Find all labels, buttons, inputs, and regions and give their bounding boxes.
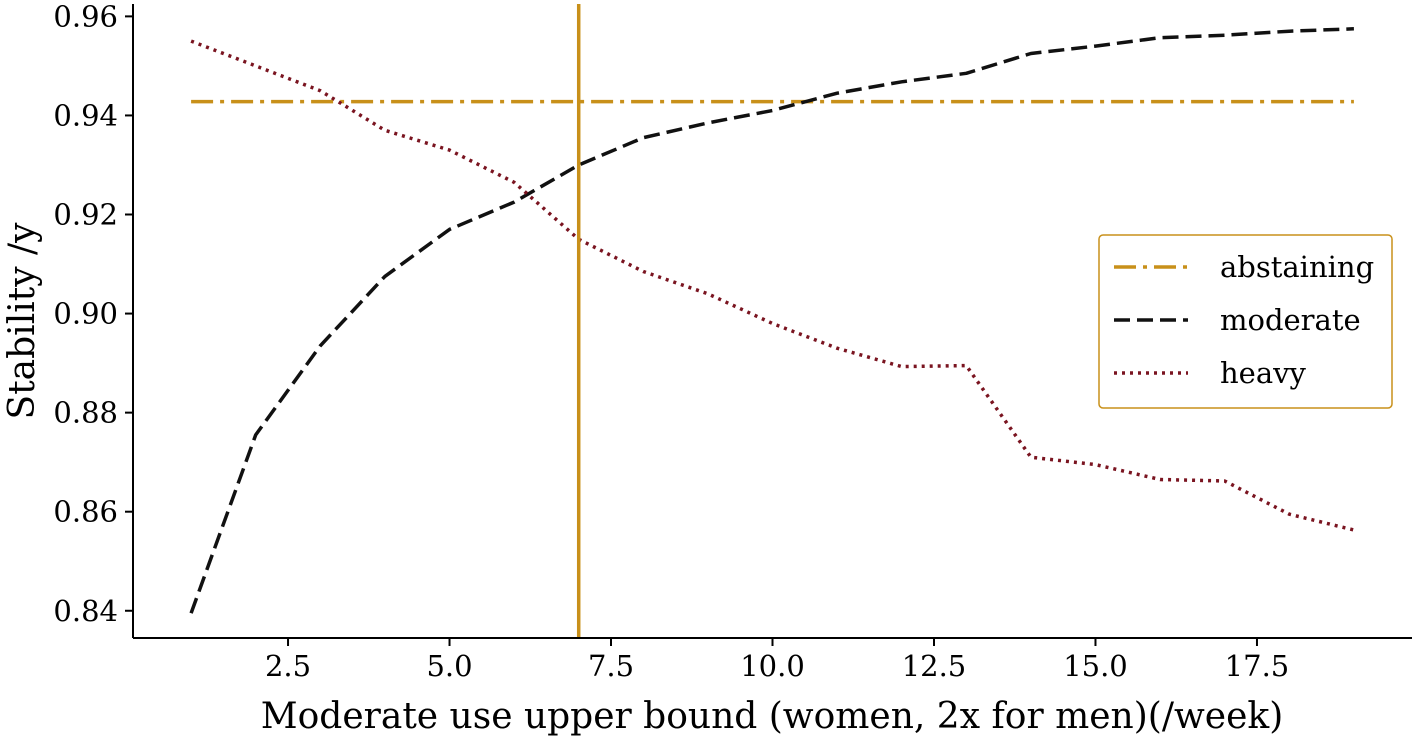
x-tick-label: 10.0 [740,649,805,683]
legend-box [1098,234,1393,409]
y-tick-label: 0.86 [53,495,118,529]
y-tick-label: 0.90 [53,297,118,331]
y-tick-label: 0.88 [53,396,118,430]
x-tick-label: 17.5 [1225,649,1290,683]
y-tick-label: 0.96 [53,0,118,33]
ticks: 2.5 5.0 7.5 10.0 12.5 15.0 17.5 0.84 0.86 0.88 0.9… [53,0,1289,683]
y-tick-label: 0.92 [53,198,118,232]
legend: abstaining moderate heavy [1098,234,1393,409]
x-tick-label: 2.5 [265,649,311,683]
series-line-moderate [189,27,1354,614]
x-axis-label: Moderate use upper bound (women, 2x for … [261,696,1283,737]
series-line-heavy [190,39,1355,532]
x-tick-label: 12.5 [902,649,967,683]
legend-label-moderate: moderate [1220,303,1361,337]
plot-area [189,4,1355,638]
y-axis-label: Stability /y [2,222,43,420]
legend-label-heavy: heavy [1220,356,1307,390]
x-tick-label: 7.5 [588,649,634,683]
y-tick-label: 0.94 [53,98,118,132]
x-tick-label: 15.0 [1063,649,1128,683]
y-tick-label: 0.84 [53,594,118,628]
legend-label-abstaining: abstaining [1220,250,1374,284]
x-tick-label: 5.0 [426,649,472,683]
